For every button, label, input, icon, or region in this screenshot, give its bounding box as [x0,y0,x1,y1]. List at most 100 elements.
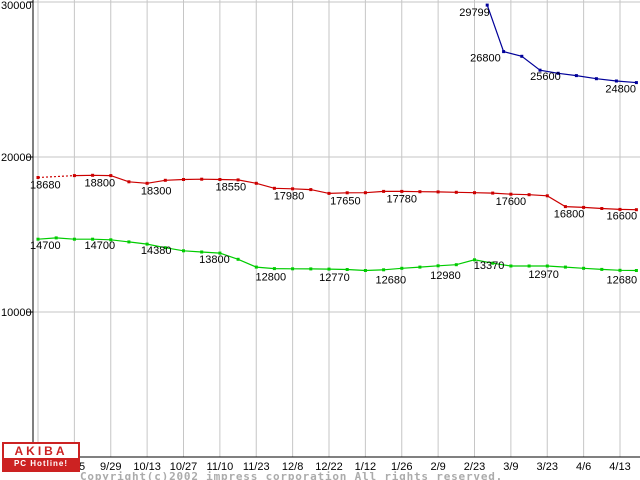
value-label: 14700 [30,240,61,252]
green-price-line-marker [600,267,604,271]
value-label: 17600 [496,196,527,208]
value-label: 25600 [530,71,561,83]
red-price-line-marker [236,178,240,182]
red-price-line-marker [634,208,638,212]
x-tick-label: 12/8 [282,461,303,473]
green-price-line-marker [200,250,204,254]
value-label: 16600 [607,211,638,223]
value-label: 17780 [386,193,417,205]
blue-price-line-marker [520,54,524,58]
green-price-line-marker [454,263,458,267]
red-price-line-dashed-segment [37,175,75,179]
green-price-line-marker [145,242,149,246]
green-price-line-marker [473,258,476,262]
red-price-line-marker [418,190,422,194]
green-price-line-marker [509,264,513,268]
y-axis-label: 10000 [1,307,32,319]
value-label: 17650 [330,195,361,207]
green-price-line-marker [309,267,313,271]
green-price-line-marker [163,246,167,250]
blue-price-line-marker [574,74,578,78]
green-price-line-marker [418,265,422,269]
red-price-line-marker [582,205,586,209]
green-price-line-marker [527,264,531,268]
value-label: 29799 [459,7,490,19]
blue-price-line-segment [486,4,637,84]
blue-price-line-marker [485,3,489,7]
red-price-line-marker [363,191,367,195]
blue-price-line-marker [556,71,560,75]
value-label: 12770 [319,272,350,284]
green-price-line-marker [236,257,240,261]
red-price-line-marker [254,181,258,185]
x-tick-label: 3/9 [503,461,518,473]
red-price-line-marker [527,193,531,197]
logo-pc-hotline-text: PC Hotline! [4,458,78,470]
value-label: 18300 [141,185,172,197]
value-label: 12980 [430,270,461,282]
blue-price-line-marker [502,50,506,54]
green-price-line-marker [272,267,276,271]
green-price-line-marker [563,265,567,269]
red-price-line-marker [109,174,113,178]
green-price-line-marker [634,269,638,272]
value-label: 18800 [85,178,116,190]
red-price-line-marker [72,174,76,178]
red-price-line-marker [491,191,495,195]
red-price-line-marker [36,176,40,179]
red-price-line-marker [454,190,458,194]
blue-price-line-marker [634,81,638,85]
red-price-line-marker [600,207,604,210]
blue-price-line-marker [614,79,618,83]
red-price-line-marker [272,186,276,190]
red-price-line-marker [163,178,167,182]
green-price-line-marker [54,236,58,240]
x-tick-label: 3/23 [537,461,558,473]
green-price-line-marker [345,268,349,271]
value-label: 18680 [30,179,61,191]
akiba-pc-hotline-logo: AKIBA PC Hotline! [2,442,80,472]
green-price-line-marker [363,269,367,272]
blue-price-line-marker [538,68,542,72]
value-label: 14380 [141,245,172,257]
value-label: 14700 [85,240,116,252]
x-tick-label: 9/29 [100,461,121,473]
red-price-line-marker [327,191,331,195]
value-label: 12970 [528,269,559,281]
red-price-line-marker [436,190,440,194]
value-label: 24800 [605,84,636,96]
green-price-line-marker [582,266,586,270]
value-label: 17980 [274,190,305,202]
red-price-line-marker [345,191,349,195]
red-price-line-marker [400,189,404,193]
value-label: 12680 [607,274,638,286]
green-price-line-marker [36,237,40,241]
x-tick-label: 11/23 [243,461,270,473]
red-price-line-marker [218,178,222,181]
red-price-line-marker [291,187,295,191]
red-price-line-marker [563,205,567,209]
red-price-line-marker [91,173,95,177]
value-label: 12680 [376,274,407,286]
green-price-line-marker [400,266,404,270]
value-label: 18550 [215,181,246,193]
red-price-line-marker [545,194,549,198]
value-label: 13800 [199,254,230,266]
green-price-line-marker [618,268,622,272]
blue-price-line-marker [594,77,598,81]
y-axis-label: 30000 [1,0,32,12]
red-price-line-marker [382,189,386,193]
green-price-line-marker [382,268,386,272]
green-price-line-marker [72,237,76,241]
green-price-line-marker [91,237,95,241]
red-price-line-marker [145,181,149,185]
green-price-line-marker [218,251,222,255]
value-label: 12800 [256,272,287,284]
green-price-line-marker [109,238,113,242]
red-price-line-marker [618,207,622,211]
green-price-line-marker [491,261,495,265]
red-price-line-marker [509,192,513,196]
red-price-line-marker [182,178,185,181]
